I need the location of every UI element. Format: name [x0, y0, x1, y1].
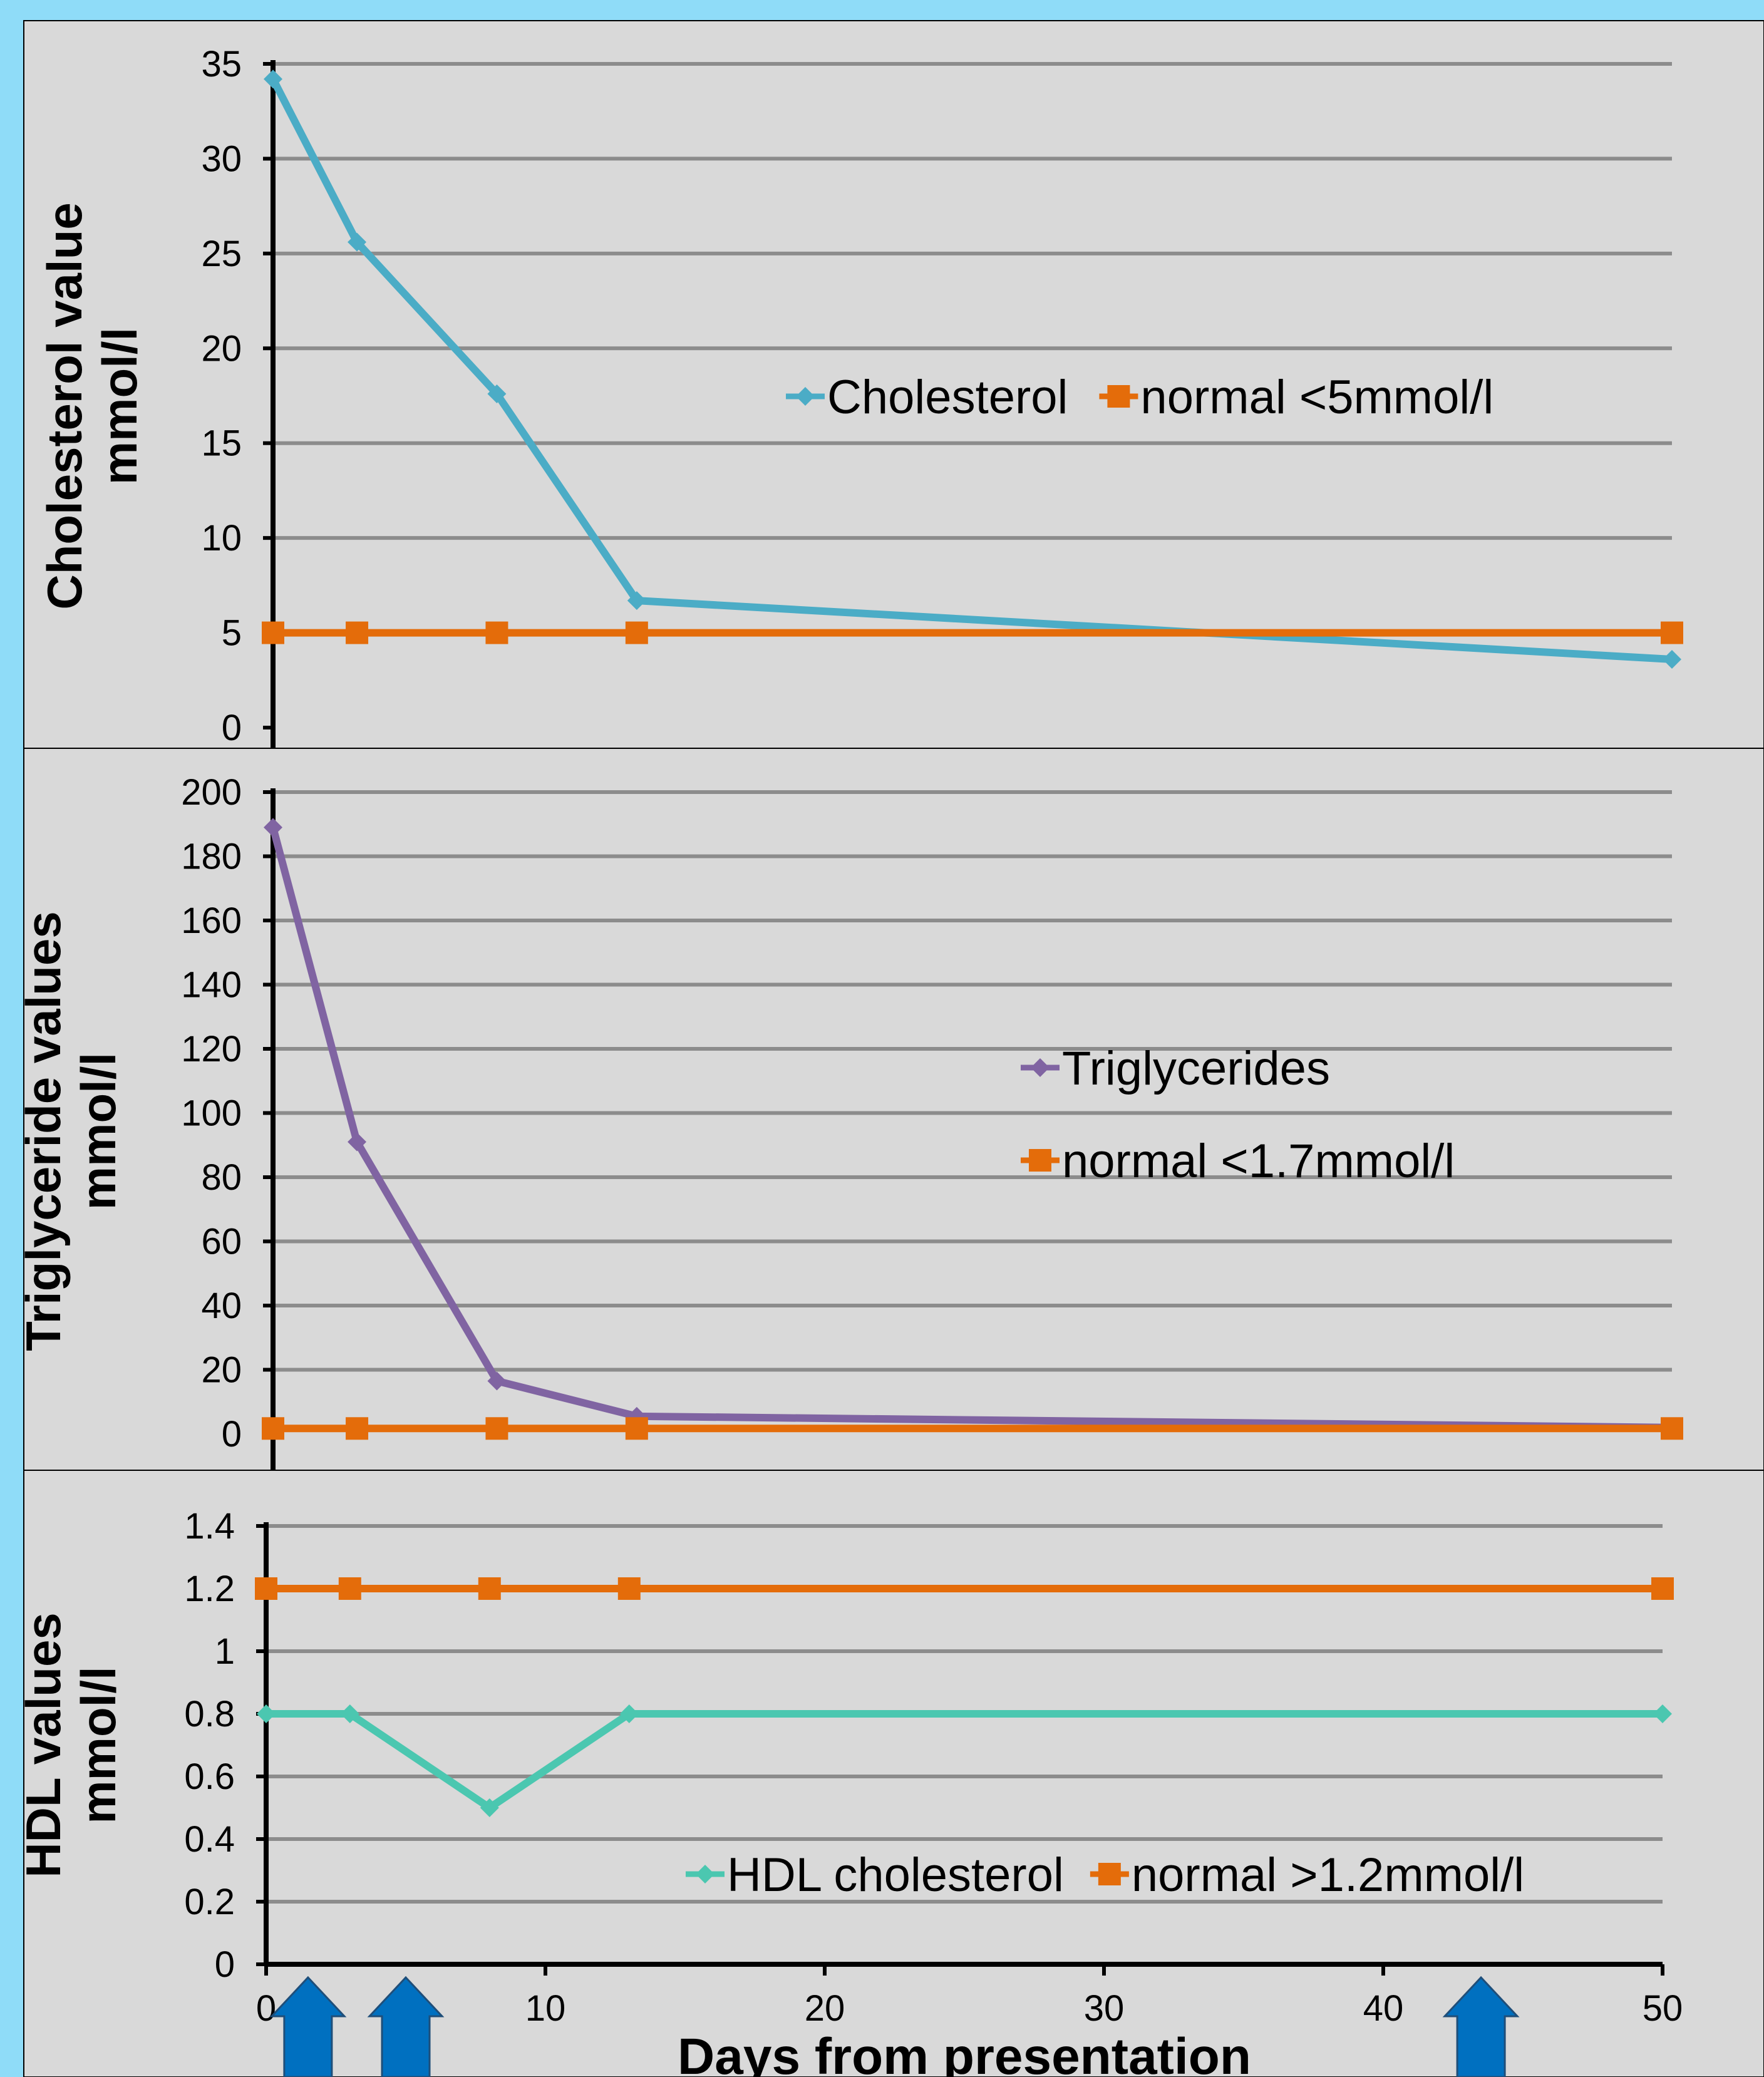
- y-tick-label: 1.2: [184, 1569, 235, 1609]
- y-tick-label: 1: [215, 1631, 235, 1672]
- y-tick-label: 0.8: [184, 1694, 235, 1734]
- y-tick-label: 0.2: [184, 1882, 235, 1922]
- data-point: [625, 1417, 648, 1440]
- data-point: [627, 591, 646, 611]
- y-tick-label: 0.4: [184, 1819, 235, 1860]
- y-tick-label: 60: [201, 1222, 242, 1262]
- chart-1: 0 5 10 15 20 25 30 35 Cholesterol normal <5mmol/l…: [37, 44, 1683, 748]
- data-point: [348, 1132, 367, 1152]
- data-point: [619, 1704, 639, 1723]
- legend-marker-1: [796, 387, 815, 406]
- y-tick-label: 10: [201, 518, 242, 559]
- legend-label-2: normal <1.7mmol/l: [1062, 1135, 1455, 1188]
- legend-label-1: HDL cholesterol: [727, 1848, 1064, 1902]
- up-arrow-3: [1442, 1976, 1520, 2077]
- data-point: [340, 1704, 359, 1723]
- data-point: [478, 1577, 501, 1600]
- y-tick-label: 80: [201, 1157, 242, 1198]
- y-tick-label: 140: [181, 965, 242, 1006]
- y-axis-label-line: mmol/l: [71, 1666, 126, 1823]
- x-tick-label: 20: [805, 1988, 845, 2029]
- x-tick-label: 0: [256, 1988, 276, 2029]
- y-tick-label: 180: [181, 837, 242, 877]
- legend: Cholesterol normal <5mmol/l: [786, 371, 1493, 424]
- y-tick-label: 100: [181, 1093, 242, 1134]
- legend: Triglycerides normal <1.7mmol/l: [1021, 1042, 1455, 1188]
- x-tick-label: 30: [1084, 1988, 1125, 2029]
- chart-2: 0 20 40 60 80 100 120 140 160 180 200 Triglycerides…: [16, 772, 1683, 1470]
- data-point: [1653, 1704, 1672, 1723]
- legend-label-1: Triglycerides: [1062, 1042, 1330, 1095]
- data-point: [625, 621, 648, 644]
- data-point: [617, 1577, 641, 1600]
- chart-3: 0 0.2 0.4 0.6 0.8 1 1.2 1.4 0 10 20 30 40 50 HDL chole…: [16, 1506, 1683, 2077]
- y-tick-label: 15: [201, 423, 242, 464]
- x-axis-label: Days from presentation: [678, 2028, 1251, 2077]
- data-point: [487, 384, 507, 403]
- data-point: [255, 1577, 277, 1600]
- legend-label-1: Cholesterol: [827, 371, 1068, 424]
- data-point: [485, 621, 508, 644]
- legend-marker-2: [1029, 1149, 1051, 1172]
- x-tick-label: 40: [1363, 1988, 1404, 2029]
- y-tick-label: 5: [222, 613, 242, 654]
- y-axis-label-line: Triglyceride values: [16, 911, 71, 1351]
- y-axis-label-line: HDL values: [16, 1612, 71, 1877]
- y-tick-label: 25: [201, 234, 242, 274]
- y-tick-label: 1.4: [184, 1506, 235, 1547]
- legend: HDL cholesterol normal >1.2mmol/l: [686, 1848, 1524, 1902]
- y-axis-label-line: mmol/l: [92, 327, 147, 485]
- legend-label-2: normal >1.2mmol/l: [1132, 1848, 1524, 1902]
- y-tick-label: 0: [222, 1414, 242, 1455]
- chart-panel-1: [23, 20, 1764, 749]
- x-tick-label: 10: [525, 1988, 566, 2029]
- legend-marker-1: [1031, 1058, 1050, 1077]
- data-point: [262, 621, 284, 644]
- chart-panel-3: [23, 1470, 1764, 2077]
- y-axis-label: HDL valuesmmol/l: [16, 1612, 126, 1877]
- data-point: [480, 1798, 499, 1817]
- data-point: [262, 1417, 284, 1440]
- data-point: [1663, 649, 1681, 669]
- y-axis-label: Triglyceride valuesmmol/l: [16, 911, 126, 1351]
- y-tick-label: 0.6: [184, 1756, 235, 1797]
- data-point: [487, 1371, 507, 1391]
- y-axis-label: Cholesterol valuemmol/l: [37, 202, 147, 609]
- legend-label-2: normal <5mmol/l: [1140, 371, 1493, 424]
- up-arrow-1: [269, 1976, 347, 2077]
- chart-panel-2: [23, 748, 1764, 1471]
- data-point: [346, 621, 369, 644]
- data-point: [1661, 621, 1683, 644]
- y-tick-label: 30: [201, 138, 242, 179]
- data-point: [264, 70, 282, 89]
- y-tick-label: 0: [222, 708, 242, 748]
- data-point: [257, 1704, 276, 1723]
- y-tick-label: 160: [181, 900, 242, 941]
- y-tick-label: 0: [215, 1944, 235, 1985]
- data-point: [1651, 1577, 1674, 1600]
- y-tick-label: 20: [201, 1350, 242, 1391]
- y-tick-label: 35: [201, 44, 242, 85]
- y-tick-label: 20: [201, 328, 242, 369]
- data-point: [338, 1577, 361, 1600]
- legend-marker-1: [696, 1865, 714, 1884]
- legend-marker-2: [1098, 1863, 1121, 1885]
- data-point: [346, 1417, 369, 1440]
- data-point: [1661, 1417, 1683, 1440]
- x-tick-label: 50: [1643, 1988, 1683, 2029]
- y-tick-label: 200: [181, 772, 242, 813]
- legend-marker-2: [1107, 385, 1130, 408]
- data-point: [264, 818, 282, 837]
- data-point: [348, 232, 367, 252]
- up-arrow-2: [367, 1976, 445, 2077]
- y-axis-label-line: mmol/l: [71, 1053, 126, 1210]
- y-axis-label-line: Cholesterol value: [37, 202, 92, 609]
- y-tick-label: 40: [201, 1286, 242, 1326]
- data-point: [485, 1417, 508, 1440]
- y-tick-label: 120: [181, 1029, 242, 1069]
